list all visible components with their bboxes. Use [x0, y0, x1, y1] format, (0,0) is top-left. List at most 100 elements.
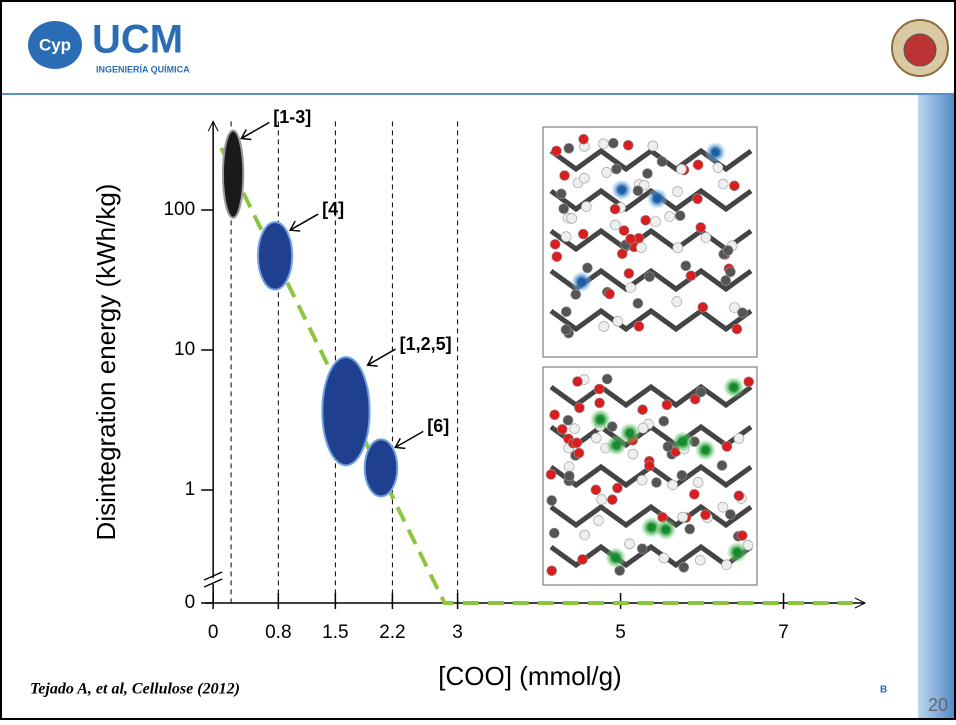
atom — [718, 179, 728, 189]
x-tick-label: 1.5 — [322, 622, 348, 643]
atom — [693, 160, 703, 170]
atom — [668, 480, 678, 490]
x-tick-label: 0 — [208, 622, 219, 643]
atom — [580, 530, 590, 540]
atom — [570, 424, 580, 434]
atom — [673, 187, 683, 197]
atom — [547, 495, 557, 505]
citation: Tejado A, et al, Cellulose (2012) — [30, 681, 240, 698]
atom — [597, 495, 607, 505]
atom — [546, 469, 556, 479]
x-tick-label: 5 — [615, 622, 626, 643]
atom — [626, 283, 636, 293]
highlighted-atom — [673, 432, 693, 452]
atom — [579, 134, 589, 144]
highlighted-atom — [705, 142, 725, 162]
background — [0, 0, 956, 720]
atom — [657, 157, 667, 167]
atom — [641, 215, 651, 225]
highlighted-atom — [695, 440, 715, 460]
atom — [737, 308, 747, 318]
highlighted-atom — [724, 377, 744, 397]
crest-shield — [904, 34, 936, 66]
atom — [672, 297, 682, 307]
atom — [564, 471, 574, 481]
highlighted-atom — [590, 409, 610, 429]
atom — [560, 171, 570, 181]
atom — [734, 434, 744, 444]
atom — [572, 438, 582, 448]
atom — [663, 442, 673, 452]
atom — [701, 232, 711, 242]
logo-subtitle: INGENIERÍA QUÍMICA — [96, 64, 190, 74]
atom — [642, 169, 652, 179]
x-tick-label: 3 — [452, 622, 463, 643]
atom — [624, 539, 634, 549]
atom — [564, 462, 574, 472]
atom — [679, 562, 689, 572]
atom — [547, 566, 557, 576]
atom — [696, 387, 706, 397]
atom — [599, 321, 609, 331]
atom — [578, 554, 588, 564]
atom — [602, 167, 612, 177]
molecule-frame — [543, 367, 757, 585]
x-tick-label: 7 — [778, 622, 789, 643]
page-number: 20 — [928, 695, 948, 715]
atom — [698, 302, 708, 312]
atom — [651, 217, 661, 227]
atom — [637, 475, 647, 485]
atom — [561, 307, 571, 317]
atom — [676, 164, 686, 174]
logo-title: UCM — [92, 18, 183, 62]
atom — [732, 324, 742, 334]
slide: Cyp UCM INGENIERÍA QUÍMICA Tejado A, et … — [0, 0, 956, 720]
atom — [721, 275, 731, 285]
atom — [591, 433, 601, 443]
atom — [628, 449, 638, 459]
atom — [717, 460, 727, 470]
atom — [659, 416, 669, 426]
atom — [695, 555, 705, 565]
atom — [567, 213, 577, 223]
highlighted-atom — [656, 520, 676, 540]
atom — [550, 410, 560, 420]
atom — [624, 268, 634, 278]
molecule-images — [543, 127, 757, 585]
atom — [685, 524, 695, 534]
atom — [723, 245, 733, 255]
atom — [561, 232, 571, 242]
atom — [572, 376, 582, 386]
atom — [675, 211, 685, 221]
cluster — [322, 357, 369, 465]
atom — [648, 141, 658, 151]
atom — [578, 229, 588, 239]
x-axis-label: [COO] (mmol/g) — [438, 661, 621, 691]
atom — [651, 478, 661, 488]
atom — [659, 553, 669, 563]
atom — [617, 249, 627, 259]
atom — [598, 139, 608, 149]
atom — [638, 405, 648, 415]
atom — [693, 477, 703, 487]
atom — [612, 483, 622, 493]
atom — [734, 491, 744, 501]
y-tick-label: 0 — [185, 592, 196, 613]
atom — [602, 374, 612, 384]
atom — [610, 204, 620, 214]
atom — [637, 544, 647, 554]
atom — [686, 271, 696, 281]
atom — [561, 325, 571, 335]
marker: B — [880, 685, 887, 696]
atom — [574, 403, 584, 413]
y-tick-label: 10 — [174, 339, 195, 360]
atom — [636, 242, 646, 252]
annotation: [4] — [322, 199, 344, 219]
y-tick-label: 100 — [163, 199, 195, 220]
cluster — [258, 222, 292, 290]
atom — [581, 201, 591, 211]
atom — [594, 384, 604, 394]
atom — [559, 204, 569, 214]
cluster — [223, 130, 243, 217]
atom — [744, 377, 754, 387]
